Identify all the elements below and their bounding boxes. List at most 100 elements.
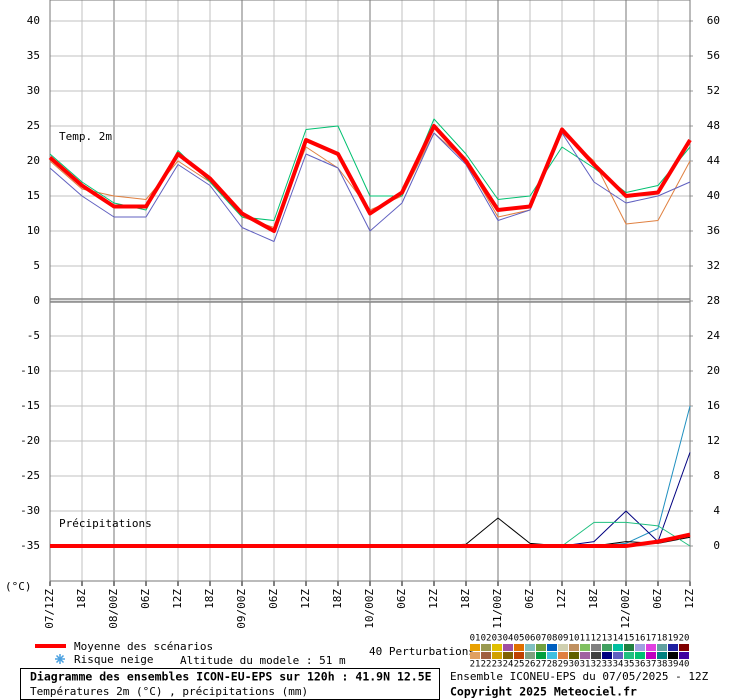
perturbation-label: 18 [657,634,668,644]
x-tick-label: 06Z [651,589,664,609]
y-tick-label: 40 [27,14,40,27]
y2-tick-label: 56 [707,49,720,62]
x-tick-label: 08/00Z [107,589,120,629]
perturbation-swatch [602,644,612,651]
perturbation-label: 02 [481,634,492,644]
perturbation-label: 09 [558,634,569,644]
perturbation-label: 10 [569,634,580,644]
x-tick-label: 12Z [427,589,440,609]
y-tick-label: 10 [27,224,40,237]
y2-tick-label: 16 [707,399,720,412]
x-tick-label: 18Z [587,589,600,609]
chart-subtitle: Températures 2m (°C) , précipitations (m… [30,685,308,698]
perturbation-label: 05 [514,634,525,644]
y-tick-label: -10 [20,364,40,377]
legend-label: Moyenne des scénarios [74,640,213,653]
perturbation-label: 40 [679,660,690,670]
perturbation-swatch [525,652,535,659]
x-tick-label: 09/00Z [235,589,248,629]
perturbation-swatch [591,652,601,659]
perturbation-swatch [624,652,634,659]
y2-tick-label: 0 [713,539,720,552]
perturbation-label: 23 [492,660,503,670]
perturbation-swatch [679,652,689,659]
x-tick-label: 07/12Z [43,589,56,629]
y2-tick-label: 24 [707,329,721,342]
perturbation-label: 01 [470,634,481,644]
y-tick-label: -30 [20,504,40,517]
perturbation-swatch [580,652,590,659]
y-tick-label: -20 [20,434,40,447]
x-tick-label: 06Z [139,589,152,609]
perturbation-swatch [514,644,524,651]
series-line [50,532,691,548]
perturbation-label: 35 [624,660,635,670]
y-tick-label: 0 [33,294,40,307]
temp-label: Temp. 2m [59,130,112,143]
altitude-label: Altitude du modele : 51 m [180,654,346,667]
perturbation-label: 08 [547,634,558,644]
y2-tick-label: 4 [713,504,720,517]
y-tick-label: -35 [20,539,40,552]
perturbation-swatch [536,652,546,659]
perturbation-label: 22 [481,660,492,670]
y2-tick-label: 44 [707,154,721,167]
perturbation-label: 37 [646,660,657,670]
copyright: Copyright 2025 Meteociel.fr [450,685,637,699]
perturbation-swatch [635,644,645,651]
y-tick-label: 20 [27,154,40,167]
y2-tick-label: 60 [707,14,720,27]
perturbation-swatch [481,644,491,651]
perturbation-label: 06 [525,634,536,644]
perturbation-swatch [492,644,502,651]
perturbation-swatch [514,652,524,659]
perturbation-label: 20 [679,634,690,644]
perturbation-swatch [602,652,612,659]
x-tick-label: 12Z [299,589,312,609]
perturbation-label: 36 [635,660,646,670]
y2-tick-label: 40 [707,189,720,202]
x-tick-label: 11/00Z [491,589,504,629]
y-tick-label: 30 [27,84,40,97]
x-tick-label: 12/00Z [619,589,632,629]
perturbation-swatch [481,652,491,659]
x-tick-label: 12Z [171,589,184,609]
perturbation-label: 39 [668,660,679,670]
perturbation-label: 33 [602,660,613,670]
perturbation-label: 17 [646,634,657,644]
y-tick-label: 35 [27,49,40,62]
perturbation-swatch [591,644,601,651]
perturbation-label: 29 [558,660,569,670]
perturbation-swatch [569,652,579,659]
y-tick-label: 25 [27,119,40,132]
x-tick-label: 18Z [203,589,216,609]
perturbation-label: 14 [613,634,624,644]
perturbation-swatch [624,644,634,651]
x-tick-label: 06Z [267,589,280,609]
y-tick-label: -25 [20,469,40,482]
chart-title: Diagramme des ensembles ICON-EU-EPS sur … [30,670,432,684]
perturbation-label: 12 [591,634,602,644]
perturbation-label: 21 [470,660,481,670]
x-tick-label: 18Z [331,589,344,609]
perturbation-swatch [646,652,656,659]
perturbation-swatch [558,644,568,651]
x-tick-label: 10/00Z [363,589,376,629]
y2-tick-label: 32 [707,259,720,272]
perturbation-swatch [613,652,623,659]
series-line [48,124,692,233]
perturbation-label: 28 [547,660,558,670]
x-tick-label: 12Z [555,589,568,609]
perturbation-label: 03 [492,634,503,644]
perturbation-swatch [558,652,568,659]
perturbation-swatch [536,644,546,651]
y2-tick-label: 12 [707,434,720,447]
y-tick-label: -5 [27,329,40,342]
perturbation-swatch [547,652,557,659]
perturbation-label: 04 [503,634,514,644]
snow-label: Risque neige [74,653,153,666]
perturbation-label: 19 [668,634,679,644]
perturbation-swatch [668,644,678,651]
perturbation-label: 15 [624,634,635,644]
